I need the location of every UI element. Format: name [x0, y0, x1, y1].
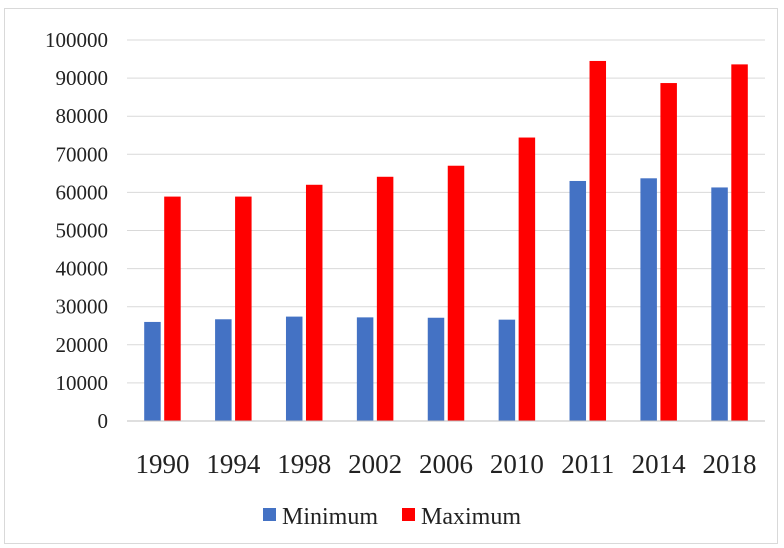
y-tick-label: 20000	[56, 333, 109, 357]
x-tick-label: 2010	[490, 449, 544, 479]
x-axis-ticks: 1990 1994 1998 2002 2006 2010 2011 2014 2018	[135, 449, 756, 479]
x-tick-label: 2002	[348, 449, 402, 479]
bar-maximum-2011	[589, 60, 607, 421]
gridlines	[127, 39, 765, 384]
y-tick-label: 90000	[56, 66, 109, 90]
x-tick-label: 2018	[703, 449, 757, 479]
y-tick-label: 0	[98, 409, 109, 433]
bars	[144, 60, 748, 421]
legend-label-maximum: Maximum	[421, 504, 521, 530]
y-axis-ticks: 0 10000 20000 30000 40000 50000 60000 70000 8000…	[45, 28, 108, 433]
bar-maximum-2018	[731, 64, 748, 421]
x-tick-label: 1990	[135, 449, 189, 479]
bar-minimum-2002	[356, 317, 374, 421]
x-tick-label: 1994	[206, 449, 261, 479]
bar-maximum-2010	[518, 137, 536, 421]
y-tick-label: 60000	[56, 180, 109, 204]
bar-minimum-2014	[640, 178, 657, 421]
bar-minimum-1994	[215, 319, 232, 421]
bar-minimum-2010	[498, 319, 516, 421]
bar-minimum-2018	[711, 187, 728, 421]
bar-maximum-1990	[164, 196, 181, 421]
bar-maximum-2002	[376, 176, 394, 421]
x-tick-label: 2006	[419, 449, 473, 479]
y-tick-label: 100000	[45, 28, 108, 52]
x-tick-label: 2014	[632, 449, 687, 479]
bar-minimum-2011	[569, 180, 587, 421]
bar-maximum-2014	[660, 83, 677, 421]
legend-swatch-maximum	[402, 508, 415, 521]
y-tick-label: 80000	[56, 104, 109, 128]
legend-label-minimum: Minimum	[282, 504, 378, 530]
bar-minimum-1990	[144, 321, 161, 421]
bar-minimum-2006	[427, 317, 445, 421]
bar-maximum-1994	[235, 196, 252, 421]
y-tick-label: 50000	[56, 219, 109, 243]
legend-swatch-minimum	[263, 508, 276, 521]
bar-minimum-1998	[285, 316, 303, 421]
y-tick-label: 10000	[56, 371, 109, 395]
y-tick-label: 40000	[56, 257, 109, 281]
bar-maximum-2006	[447, 165, 465, 421]
y-tick-label: 30000	[56, 295, 109, 319]
y-tick-label: 70000	[56, 142, 109, 166]
x-tick-label: 1998	[277, 449, 331, 479]
legend: Minimum Maximum	[263, 504, 521, 530]
bar-maximum-1998	[305, 184, 323, 421]
x-tick-label: 2011	[561, 449, 614, 479]
